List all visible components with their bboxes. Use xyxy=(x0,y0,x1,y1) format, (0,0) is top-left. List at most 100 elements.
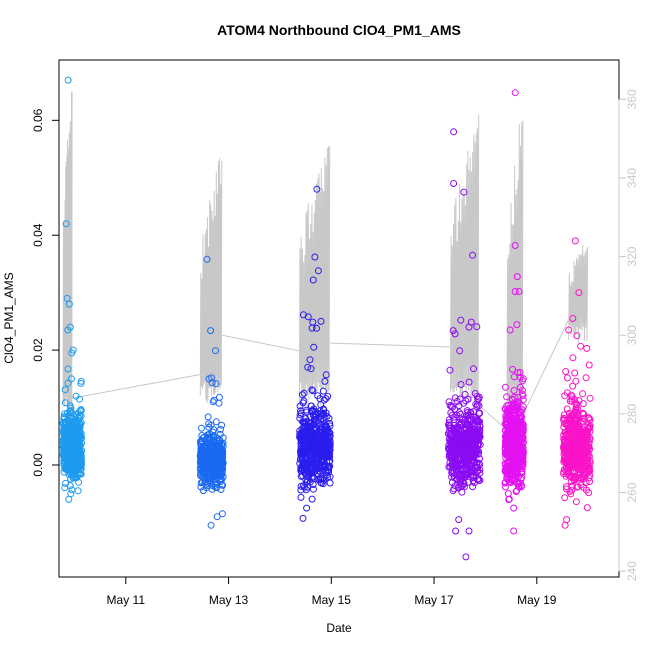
data-point xyxy=(569,382,577,390)
data-point xyxy=(573,433,581,441)
outlier-point xyxy=(303,504,311,512)
data-point xyxy=(516,425,524,433)
outlier-point xyxy=(207,521,215,529)
outlier-point xyxy=(462,553,470,561)
data-point xyxy=(307,402,315,410)
data-point xyxy=(217,486,225,493)
data-point xyxy=(468,433,476,441)
data-point xyxy=(63,459,71,467)
data-point xyxy=(572,473,580,481)
data-point xyxy=(205,436,213,444)
data-point xyxy=(508,396,516,404)
data-point xyxy=(456,347,464,355)
data-point xyxy=(503,430,511,438)
data-point xyxy=(573,443,581,451)
trace-segment xyxy=(450,114,480,407)
outlier-point xyxy=(565,326,573,334)
data-point xyxy=(59,443,67,451)
data-point xyxy=(509,420,517,428)
outlier-point xyxy=(469,251,477,259)
data-point xyxy=(451,461,459,469)
data-point xyxy=(215,455,223,463)
data-point xyxy=(75,478,83,486)
data-point xyxy=(510,463,517,471)
data-point xyxy=(503,393,511,401)
data-point xyxy=(320,396,328,404)
data-point xyxy=(204,434,212,442)
data-point xyxy=(561,494,569,502)
data-point xyxy=(452,454,459,462)
outlier-point xyxy=(460,188,468,196)
data-point xyxy=(315,462,323,470)
data-point xyxy=(445,398,453,406)
data-point xyxy=(209,460,217,467)
data-point xyxy=(585,361,593,369)
data-point xyxy=(217,425,224,433)
data-point xyxy=(64,365,72,373)
data-point xyxy=(502,468,510,476)
x-tick-label: May 17 xyxy=(414,593,454,607)
data-point xyxy=(319,480,327,488)
data-point xyxy=(304,418,312,426)
data-point xyxy=(584,423,592,431)
data-point xyxy=(310,435,318,443)
outlier-point xyxy=(563,516,571,524)
data-point xyxy=(513,470,521,478)
data-point xyxy=(74,453,82,461)
data-point xyxy=(516,369,524,376)
data-point xyxy=(318,409,326,417)
data-point xyxy=(72,392,80,400)
data-point xyxy=(572,403,580,411)
data-point xyxy=(583,344,591,352)
data-point xyxy=(314,392,322,400)
x-tick-label: May 13 xyxy=(209,593,249,607)
x-axis-label: Date xyxy=(326,621,352,635)
y-tick-label: 0.00 xyxy=(31,453,45,477)
data-point xyxy=(61,399,69,407)
data-point xyxy=(561,438,569,446)
data-point xyxy=(465,423,473,431)
data-point xyxy=(569,456,577,464)
data-point xyxy=(473,323,481,331)
data-point xyxy=(586,472,594,479)
data-point xyxy=(515,450,523,458)
data-point xyxy=(461,455,469,463)
data-point xyxy=(510,453,518,461)
data-point xyxy=(563,483,570,491)
y2-tick-label: 300 xyxy=(625,325,639,345)
y2-tick-label: 360 xyxy=(625,89,639,109)
outlier-point xyxy=(314,267,322,275)
data-point xyxy=(571,369,579,377)
data-point xyxy=(309,485,317,493)
data-point xyxy=(304,363,312,371)
data-point xyxy=(519,455,526,463)
outlier-point xyxy=(62,220,70,228)
data-point xyxy=(457,447,465,455)
outlier-point xyxy=(571,237,579,245)
outlier-point xyxy=(569,315,577,322)
data-point xyxy=(510,387,518,394)
data-point xyxy=(216,457,224,465)
data-point xyxy=(77,379,85,387)
data-point xyxy=(464,395,472,403)
data-point xyxy=(569,426,577,434)
data-point xyxy=(199,473,207,481)
trace-segment xyxy=(568,244,589,344)
outlier-point xyxy=(304,313,312,321)
data-point xyxy=(476,469,484,477)
data-point xyxy=(470,365,477,373)
data-point xyxy=(326,446,334,454)
data-point xyxy=(68,468,76,476)
data-point xyxy=(326,450,334,458)
trace-connector xyxy=(522,319,570,415)
data-point xyxy=(568,395,576,403)
data-point xyxy=(476,455,484,463)
data-point xyxy=(212,380,220,388)
data-point xyxy=(575,397,583,405)
data-point xyxy=(326,479,334,487)
data-point xyxy=(313,324,320,332)
data-point xyxy=(463,421,471,429)
outlier-point xyxy=(67,490,75,498)
trace-connector xyxy=(222,334,300,352)
